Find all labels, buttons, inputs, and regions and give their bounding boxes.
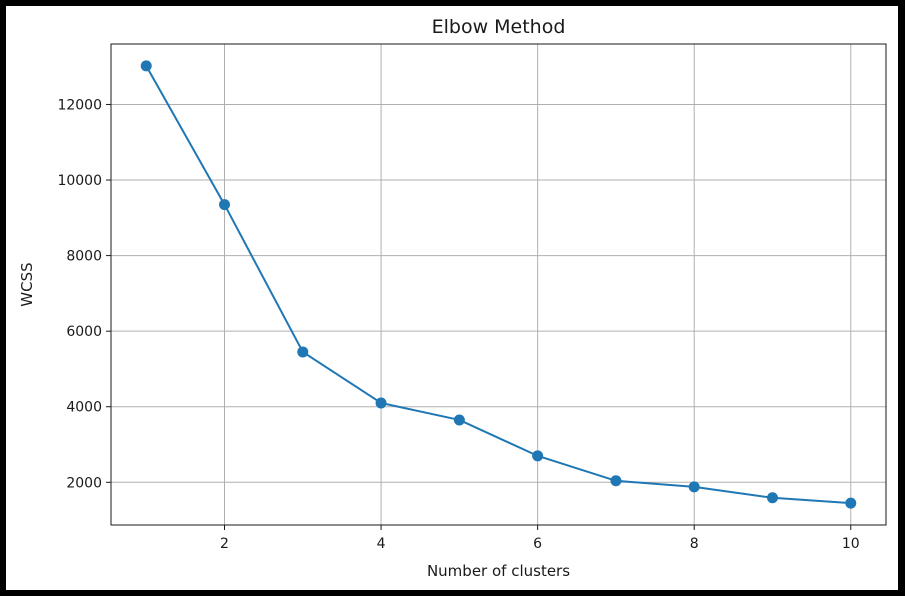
- wcss-series-line: [145, 65, 851, 505]
- data-point-marker: [610, 475, 622, 487]
- data-point-marker: [532, 450, 544, 462]
- data-point-marker: [297, 346, 309, 358]
- y-tick-label: 2000: [66, 475, 102, 491]
- grid: [111, 44, 886, 525]
- figure-frame: 2 4 6 8 10 2000 4000 6000 8000 10000 12000 Elbow M…: [6, 6, 898, 590]
- data-point-marker: [453, 414, 465, 426]
- elbow-chart: 2 4 6 8 10 2000 4000 6000 8000 10000 12000 Elbow M…: [18, 16, 887, 580]
- y-tick-label: 12000: [57, 97, 102, 113]
- data-point-marker: [845, 497, 857, 509]
- x-tick-label: 6: [533, 536, 542, 552]
- y-tick-label: 10000: [57, 173, 102, 189]
- data-point-marker: [688, 481, 700, 493]
- data-point-marker: [766, 492, 778, 504]
- x-tick-label: 4: [377, 536, 386, 552]
- y-axis-label: WCSS: [18, 262, 36, 306]
- x-tick-label: 8: [690, 536, 699, 552]
- x-tick-label: 10: [842, 536, 860, 552]
- x-tick-label: 2: [220, 536, 229, 552]
- data-point-marker: [375, 397, 387, 409]
- y-tick-label: 6000: [66, 324, 102, 340]
- wcss-series-markers: [140, 60, 857, 509]
- y-tick-label: 8000: [66, 249, 102, 265]
- chart-title: Elbow Method: [432, 16, 566, 38]
- ticks: 2 4 6 8 10 2000 4000 6000 8000 10000 12000: [57, 97, 859, 552]
- plot-area-border: [110, 43, 887, 526]
- data-point-marker: [140, 60, 152, 72]
- data-point-marker: [219, 199, 231, 211]
- x-axis-label: Number of clusters: [427, 562, 570, 580]
- y-tick-label: 4000: [66, 400, 102, 416]
